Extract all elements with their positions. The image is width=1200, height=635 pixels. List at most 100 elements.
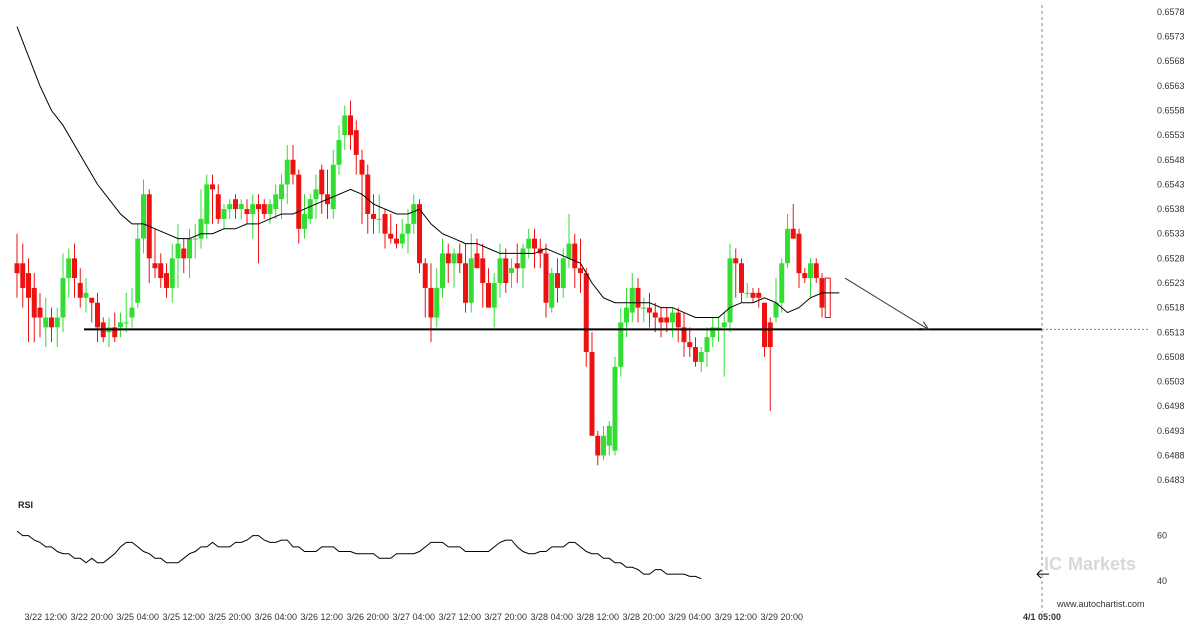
candle-body: [767, 322, 773, 348]
candle-body: [491, 283, 497, 308]
watermark-suffix: Markets: [1068, 554, 1136, 574]
price-tick-label: 0.6523: [1157, 278, 1185, 288]
price-axis: 0.6578 0.6573 0.6568 0.6563 0.6558 0.6553 0.65…: [1157, 7, 1185, 485]
candle: [72, 243, 77, 298]
candle-body: [756, 292, 762, 298]
candle: [273, 184, 279, 219]
candle-body: [210, 184, 215, 190]
candle-body: [486, 283, 491, 308]
candle-body: [187, 238, 192, 259]
price-tick-label: 0.6548: [1157, 155, 1185, 165]
source-url: www.autochartist.com: [1056, 599, 1145, 609]
price-tick-label: 0.6493: [1157, 426, 1185, 436]
candle-body: [566, 243, 572, 259]
candle: [66, 248, 72, 298]
candle: [169, 243, 175, 303]
candle-body: [675, 312, 681, 328]
candle-body: [526, 238, 532, 249]
candle-body: [532, 238, 537, 249]
candle: [210, 174, 215, 224]
candle: [773, 278, 779, 323]
candle: [802, 268, 808, 283]
price-tick-label: 0.6498: [1157, 401, 1185, 411]
candle-body: [348, 115, 353, 136]
candle: [296, 169, 302, 244]
candle: [618, 307, 624, 377]
candle-body: [641, 307, 647, 309]
candle: [526, 228, 532, 259]
candle: [261, 199, 267, 219]
candle-body: [31, 287, 37, 318]
price-tick-label: 0.6578: [1157, 7, 1185, 17]
candle-body: [307, 199, 313, 219]
candle-body: [365, 174, 371, 214]
candle: [77, 268, 83, 308]
candle: [290, 145, 296, 185]
candle-body: [313, 189, 319, 200]
candle: [146, 189, 152, 283]
candle-body: [267, 204, 273, 214]
candle-body: [733, 258, 739, 264]
candle: [95, 292, 100, 343]
candle-body: [693, 347, 698, 362]
candle: [595, 430, 601, 466]
candle: [675, 307, 681, 343]
candle-body: [342, 115, 348, 136]
candle: [440, 238, 445, 298]
candle: [215, 184, 221, 224]
candle-body: [273, 194, 279, 210]
candle: [756, 287, 762, 308]
rsi-title: RSI: [18, 500, 33, 510]
candle: [371, 194, 376, 234]
candle: [198, 189, 204, 249]
candle: [399, 218, 405, 249]
candle-body: [336, 140, 342, 165]
candle-body: [371, 214, 376, 219]
candle: [319, 164, 325, 214]
candle: [486, 268, 491, 308]
candle: [790, 204, 796, 239]
candle-body: [221, 209, 227, 219]
rsi-tick-label: 60: [1157, 531, 1167, 541]
rsi-line: [16, 530, 702, 580]
candle-body: [118, 322, 123, 328]
candle-body: [422, 263, 428, 288]
price-tick-label: 0.6503: [1157, 377, 1185, 387]
candle-body: [589, 352, 595, 436]
candle: [767, 317, 773, 412]
candle-body: [721, 322, 727, 328]
candle: [417, 199, 422, 274]
time-tick-label: 3/26 20:00: [346, 612, 389, 622]
candle-body: [785, 228, 790, 264]
candle-body: [704, 337, 710, 352]
rsi-tick-label: 40: [1157, 576, 1167, 586]
candle: [152, 228, 158, 279]
candle-body: [49, 317, 54, 328]
candle: [250, 194, 256, 239]
candle-body: [359, 159, 365, 175]
candle-body: [14, 263, 20, 274]
candle: [687, 327, 693, 357]
candle-body: [353, 130, 359, 155]
candle: [589, 332, 595, 436]
candle: [664, 307, 670, 333]
candle-body: [698, 352, 704, 362]
candle: [330, 149, 336, 219]
price-tick-label: 0.6543: [1157, 179, 1185, 189]
candle: [480, 243, 486, 308]
time-tick-label: 3/27 04:00: [392, 612, 435, 622]
candle-body: [808, 263, 813, 279]
candle: [382, 209, 388, 249]
candle: [785, 214, 790, 269]
candle: [342, 105, 348, 150]
candle-body: [192, 238, 198, 240]
candle: [739, 258, 744, 303]
candles-layer: [14, 100, 825, 466]
candle-body: [583, 273, 589, 352]
candle-body: [647, 307, 652, 313]
candle: [192, 223, 198, 259]
candle-body: [330, 164, 336, 210]
candle-body: [773, 302, 779, 318]
candle: [750, 287, 756, 303]
